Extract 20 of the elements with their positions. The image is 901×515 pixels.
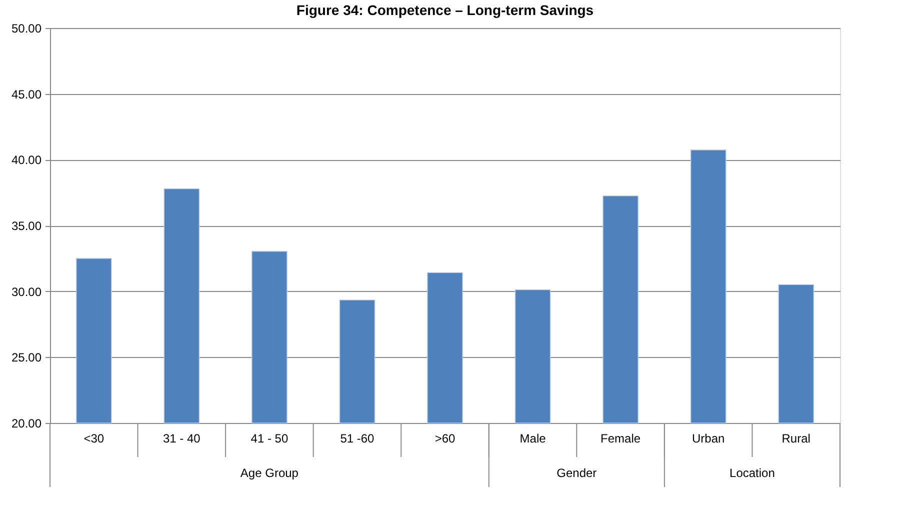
- y-tick-label: 25.00: [11, 350, 42, 365]
- y-tick-label: 30.00: [11, 284, 42, 299]
- x-tick-label: >60: [434, 432, 456, 446]
- x-tick-label: 31 - 40: [162, 432, 201, 446]
- x-tick-label: 51 -60: [340, 432, 375, 446]
- y-tick-label: 20.00: [11, 416, 42, 430]
- y-tick-label: 40.00: [11, 153, 42, 168]
- y-tick-label: 35.00: [11, 219, 42, 233]
- x-tick-label: Urban: [692, 432, 725, 446]
- x-tick-label: Rural: [782, 432, 810, 446]
- y-tick-label: 45.00: [11, 87, 42, 102]
- text: Gender: [556, 466, 597, 480]
- x-tick-label: Male: [520, 432, 546, 446]
- chart-title: Figure 34: Competence – Long-term Savings: [296, 2, 594, 18]
- x-tick-label: Female: [600, 432, 641, 446]
- y-tick-label: 50.00: [11, 22, 42, 36]
- text: Location: [730, 466, 775, 480]
- x-tick-label: <30: [84, 432, 104, 446]
- x-tick-label: 41 - 50: [250, 432, 288, 446]
- text: Age Group: [240, 466, 299, 480]
